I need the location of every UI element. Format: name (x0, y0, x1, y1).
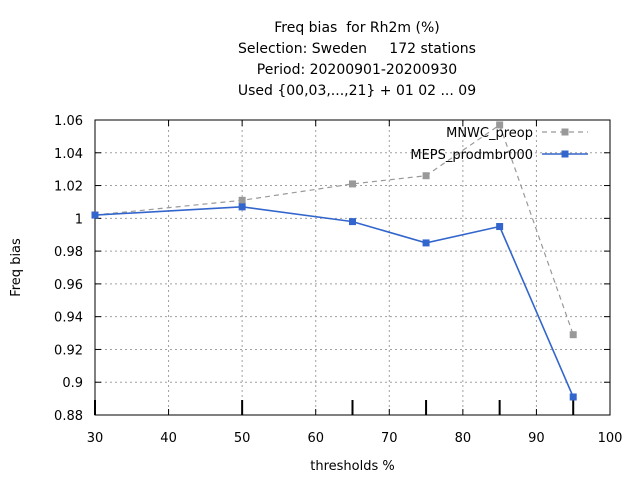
y-tick-label: 0.9 (62, 376, 83, 391)
axis-ticks: 0.88 0.9 0.92 0.94 0.96 0.98 1 1.02 1.04 1.06 30 40… (54, 114, 622, 446)
data-point (91, 211, 99, 219)
series-MEPS_prodmbr000 (91, 203, 577, 401)
title-line-2: Selection: Sweden 172 stations (238, 41, 476, 57)
data-point (238, 203, 246, 211)
legend-marker (561, 150, 569, 158)
data-point (422, 172, 430, 180)
title-line-3: Period: 20200901-20200930 (256, 62, 458, 78)
y-tick-label: 0.98 (54, 245, 83, 260)
y-tick-label: 1.06 (54, 114, 83, 129)
legend-marker (561, 128, 569, 136)
data-point (238, 196, 246, 204)
y-tick-label: 1.04 (54, 147, 83, 162)
y-tick-label: 1 (75, 212, 83, 227)
y-tick-label: 0.88 (54, 409, 83, 424)
x-tick-label: 90 (528, 431, 545, 446)
x-tick-label: 50 (234, 431, 251, 446)
y-tick-label: 0.92 (54, 343, 83, 358)
y-tick-label: 1.02 (54, 180, 83, 195)
legend-label: MEPS_prodmbr000 (410, 148, 533, 163)
y-tick-label: 0.96 (54, 278, 83, 293)
data-point (422, 239, 430, 247)
x-tick-label: 80 (455, 431, 472, 446)
data-point (496, 121, 504, 129)
x-axis-label: thresholds % (310, 459, 394, 474)
data-point (349, 218, 356, 226)
plot-frame (94, 119, 611, 416)
data-point (569, 331, 577, 339)
series-line (94, 206, 574, 398)
title-line-4: Used {00,03,...,21} + 01 02 ... 09 (237, 83, 477, 99)
legend-label: MNWC_preop (446, 126, 533, 141)
data-point (349, 180, 356, 188)
x-tick-label: 30 (87, 431, 104, 446)
legend: MNWC_preop MEPS_prodmbr000 (410, 126, 588, 163)
x-tick-label: 40 (160, 431, 177, 446)
x-tick-label: 60 (307, 431, 324, 446)
series-group (91, 121, 577, 401)
y-axis-label: Freq bias (9, 238, 24, 297)
data-point (496, 223, 504, 231)
grid-lines (95, 120, 610, 415)
x-tick-label: 100 (598, 431, 623, 446)
y-tick-label: 0.94 (54, 311, 83, 326)
data-point (569, 393, 577, 401)
series-line (94, 123, 574, 335)
title-line-1: Freq bias for Rh2m (%) (274, 20, 440, 36)
x-tick-label: 70 (381, 431, 398, 446)
